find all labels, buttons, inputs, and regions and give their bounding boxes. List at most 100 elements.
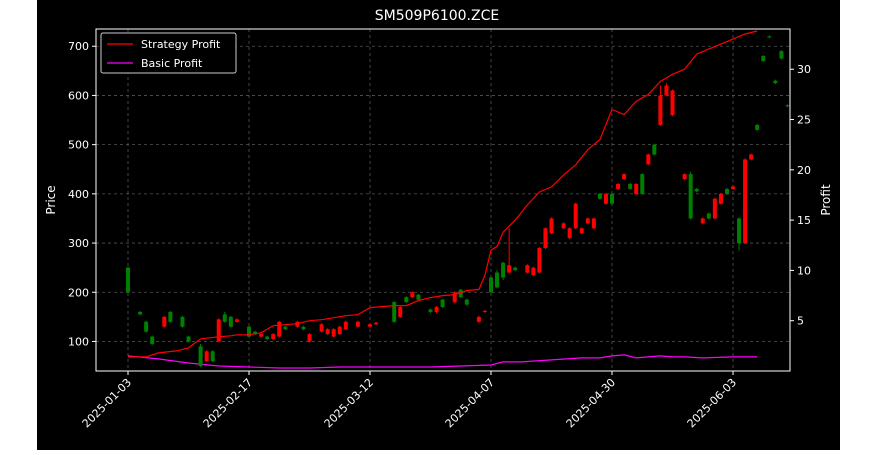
- candle-body: [234, 319, 239, 322]
- candle-body: [307, 334, 312, 342]
- candle-body: [640, 174, 645, 194]
- candle-body: [731, 186, 735, 189]
- candle-body: [501, 262, 506, 278]
- candle-body: [162, 316, 167, 327]
- candle-body: [767, 36, 772, 38]
- candle-body: [337, 326, 342, 335]
- candle-body: [216, 319, 221, 342]
- candle-body: [579, 228, 584, 234]
- candle-body: [718, 193, 723, 204]
- candle-body: [398, 307, 403, 317]
- candle-body: [525, 265, 530, 273]
- y-tick-label: 600: [68, 89, 89, 102]
- y2-tick-label: 25: [797, 114, 811, 127]
- y-tick-label: 400: [68, 188, 89, 201]
- left-y-axis: 100 200 300 400 500 600 700: [68, 40, 96, 348]
- candle-body: [755, 124, 760, 130]
- candle-body: [531, 267, 536, 276]
- candle-body: [773, 80, 778, 84]
- y2-tick-label: 5: [797, 315, 804, 328]
- candle-body: [271, 334, 276, 340]
- basic-profit-series: [127, 354, 758, 369]
- candle-body: [706, 213, 711, 219]
- candle-body: [331, 329, 336, 337]
- candle-body: [482, 310, 487, 312]
- candle-body: [319, 324, 324, 332]
- candle-body: [186, 336, 191, 342]
- candle-body: [138, 311, 143, 315]
- chart: SM509P6100.ZCE 100 200 300 400 500 600 700 5 10…: [37, 0, 840, 450]
- candle-body: [610, 193, 614, 204]
- candle-body: [283, 326, 288, 330]
- candlestick-chart: SM509P6100.ZCE 100 200 300 400 500 600 700 5 10…: [37, 0, 840, 450]
- candle-body: [573, 203, 578, 229]
- candle-body: [561, 223, 566, 229]
- legend-box: [100, 32, 237, 74]
- candle-body: [476, 316, 481, 322]
- candle-body: [210, 351, 215, 362]
- candle-body: [513, 267, 518, 271]
- candle-body: [712, 198, 717, 219]
- candle-body: [228, 316, 233, 327]
- candle-body: [198, 346, 203, 367]
- right-y-axis: 5 10 15 20 25 30: [790, 63, 811, 328]
- candle-body: [259, 334, 264, 337]
- candle-body: [247, 326, 251, 337]
- y-tick-label: 200: [68, 286, 89, 299]
- y2-tick-label: 15: [797, 214, 811, 227]
- candle-body: [616, 184, 621, 189]
- y-axis-label: Price: [44, 185, 58, 214]
- candle-body: [688, 174, 693, 219]
- candle-body: [265, 336, 270, 340]
- candle-body: [410, 292, 415, 298]
- candle-body: [434, 307, 439, 312]
- candle-body: [591, 218, 596, 229]
- candle-body: [585, 218, 590, 224]
- candle-body: [416, 294, 421, 300]
- candle-body: [622, 174, 627, 180]
- candle-body: [658, 95, 663, 125]
- candle-body: [126, 267, 130, 293]
- y2-tick-label: 30: [797, 63, 811, 76]
- y-tick-label: 500: [68, 139, 89, 152]
- candle-body: [724, 188, 729, 194]
- candle-body: [507, 265, 512, 273]
- candle-body: [700, 218, 705, 224]
- plot-frame: [95, 28, 791, 372]
- y-tick-label: 700: [68, 40, 89, 53]
- y-tick-label: 100: [68, 335, 89, 348]
- strategy-profit-series: [128, 30, 758, 358]
- candle-body: [368, 324, 372, 327]
- candle-body: [458, 289, 463, 298]
- candle-body: [301, 326, 306, 330]
- candle-body: [628, 184, 633, 189]
- candle-body: [452, 292, 457, 303]
- candle-body: [743, 159, 748, 244]
- candle-body: [785, 105, 790, 107]
- candle-body: [374, 322, 379, 325]
- candle-body: [749, 154, 754, 160]
- candle-body: [464, 299, 469, 305]
- candle-body: [204, 351, 209, 362]
- candle-body: [253, 331, 258, 335]
- candle-body: [150, 336, 155, 344]
- candle-body: [144, 321, 149, 332]
- series-line: [128, 30, 758, 358]
- candle-body: [277, 321, 282, 337]
- legend-strategy-label: Strategy Profit: [141, 38, 221, 51]
- candle-body: [646, 154, 651, 165]
- candle-body: [779, 51, 784, 59]
- candle-body: [355, 321, 360, 327]
- candle-body: [440, 299, 445, 308]
- candle-body: [682, 174, 687, 180]
- legend: Strategy Profit Basic Profit: [100, 32, 237, 74]
- y-tick-label: 300: [68, 237, 89, 250]
- chart-title: SM509P6100.ZCE: [375, 8, 499, 24]
- series-line: [127, 354, 758, 369]
- grid-lines: [96, 29, 790, 371]
- candle-body: [597, 193, 602, 199]
- y2-tick-label: 20: [797, 164, 811, 177]
- candle-body: [495, 272, 500, 288]
- candle-body: [694, 188, 699, 192]
- candle-body: [537, 247, 542, 273]
